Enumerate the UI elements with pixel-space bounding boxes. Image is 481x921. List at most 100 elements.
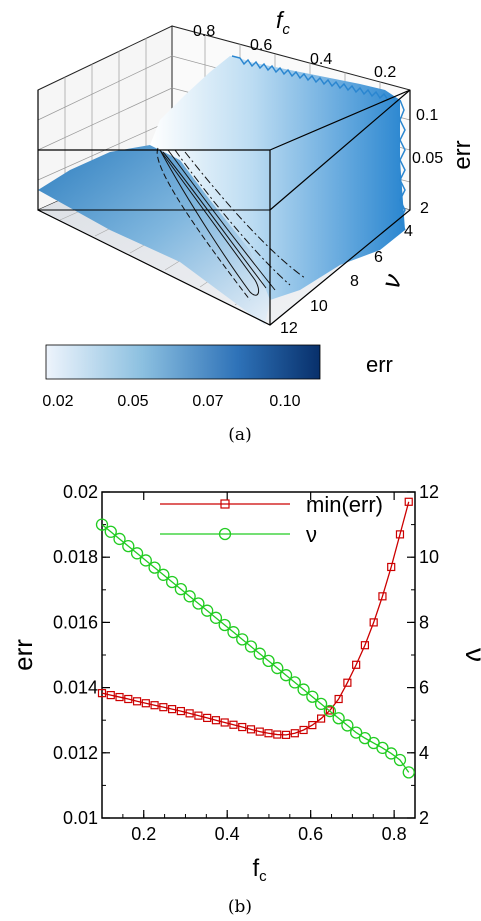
data-point-square	[220, 718, 229, 727]
colorbar	[45, 344, 321, 380]
data-point-square	[334, 694, 343, 704]
data-point-circle	[279, 669, 293, 682]
line-chart-b: 0.2 0.4 0.6 0.8 0.01 0.012 0.014 0.016 0.018 0.02…	[8, 482, 481, 917]
y2-tick-label: 8	[419, 612, 429, 632]
data-point-circle	[271, 661, 284, 675]
z-tick-label: 0.1	[416, 107, 438, 124]
data-point-circle	[113, 532, 126, 546]
data-point-circle	[402, 766, 415, 779]
data-point-circle	[192, 597, 205, 610]
data-point-square	[264, 729, 273, 738]
data-point-circle	[236, 633, 249, 646]
y2-tick-label: 10	[419, 547, 439, 567]
data-point-square	[290, 729, 299, 738]
legend-marker-square	[220, 499, 230, 509]
y-tick-label: 8	[350, 273, 359, 290]
data-point-circle	[350, 726, 363, 739]
x-axis-symbol: f	[253, 855, 260, 882]
y-tick-label: 10	[310, 298, 328, 315]
z-tick-label: 0.05	[412, 150, 443, 167]
caption-b: (b)	[228, 897, 252, 917]
data-point-square	[281, 730, 291, 739]
bounding-box	[37, 89, 411, 326]
data-point-circle	[218, 618, 231, 632]
data-point-square	[150, 701, 159, 710]
data-point-square	[238, 722, 247, 732]
data-point-square	[97, 689, 107, 698]
data-point-circle	[157, 568, 170, 581]
y-tick-label: 4	[404, 223, 413, 240]
y-tick-label: 6	[374, 249, 383, 266]
legend-marker-circle	[218, 527, 232, 541]
x-axis-subscript: c	[282, 21, 290, 38]
surface-right-edge	[399, 99, 406, 231]
data-point-square	[246, 725, 256, 734]
data-point-square	[176, 706, 185, 716]
data-point-square	[124, 694, 133, 704]
data-point-square	[360, 641, 370, 650]
legend-label-0: min(err)	[306, 492, 383, 517]
data-point-square	[308, 720, 317, 730]
y2-tick-label: 6	[419, 678, 429, 698]
data-point-square	[141, 699, 150, 708]
data-point-square	[378, 592, 387, 601]
data-point-circle	[95, 518, 109, 531]
data-point-circle	[104, 525, 117, 538]
x-tick-label: 0.6	[298, 824, 323, 844]
legend-label-1: ν	[306, 522, 317, 547]
data-point-circle	[130, 547, 144, 560]
data-point-square	[325, 706, 334, 715]
data-point-circle	[253, 647, 266, 660]
data-point-circle	[174, 582, 188, 596]
x-tick-label: 0.6	[250, 37, 272, 54]
y2-axis-title: ν	[460, 648, 481, 662]
data-point-square	[404, 497, 413, 506]
y-tick-label: 0.02	[63, 482, 98, 502]
data-point-circle	[209, 611, 223, 624]
data-point-square	[317, 714, 326, 723]
y-tick-label: 0.016	[53, 612, 98, 632]
y-tick-label: 0.012	[53, 743, 98, 763]
y-axis-title: ν	[375, 270, 408, 292]
x-tick-label: 0.8	[382, 824, 407, 844]
data-point-circle	[288, 676, 301, 689]
caption-a: (a)	[228, 425, 251, 445]
data-point-circle	[148, 561, 161, 574]
data-point-circle	[262, 654, 275, 668]
data-point-circle	[165, 575, 179, 589]
data-point-circle	[201, 604, 214, 617]
colorbar-tick-label: 0.05	[117, 393, 148, 410]
plot-area-b: 0.2 0.4 0.6 0.8 0.01 0.012 0.014 0.016 0.018 0.02…	[8, 482, 481, 917]
surface-left-slope	[38, 145, 270, 325]
x-axis-symbol: f	[276, 7, 285, 33]
z-tick-labels: 0.1 0.05	[412, 107, 443, 167]
data-point-square	[211, 716, 221, 725]
data-point-square	[106, 690, 115, 700]
data-point-square	[369, 618, 378, 627]
data-point-circle	[332, 712, 345, 725]
data-point-circle	[376, 741, 389, 755]
y-axis-title: err	[8, 639, 38, 671]
data-point-circle	[393, 753, 407, 767]
x-tick-label: 0.2	[131, 824, 156, 844]
data-point-square	[168, 705, 177, 714]
data-point-square	[203, 713, 212, 723]
y-tick-label: 12	[280, 320, 298, 337]
surface-right-slope	[150, 56, 405, 300]
data-point-square	[299, 725, 308, 735]
plot-frame	[101, 491, 416, 819]
x-axis-title: fc	[253, 855, 268, 885]
data-point-square	[194, 711, 203, 720]
data-point-circle	[227, 626, 240, 639]
colorbar-label: err	[366, 352, 393, 377]
x-axis-title: fc	[276, 7, 290, 38]
colorbar-tick-label: 0.02	[42, 393, 73, 410]
data-point-circle	[323, 704, 337, 718]
data-point-circle	[244, 640, 258, 653]
data-point-circle	[385, 747, 398, 760]
data-point-circle	[306, 690, 319, 703]
data-point-circle	[139, 554, 152, 567]
y-tick-labels: 2 4 6 8 10 12	[280, 200, 429, 337]
surface-ridge-edge	[231, 55, 401, 103]
y2-tick-label: 12	[419, 482, 439, 502]
